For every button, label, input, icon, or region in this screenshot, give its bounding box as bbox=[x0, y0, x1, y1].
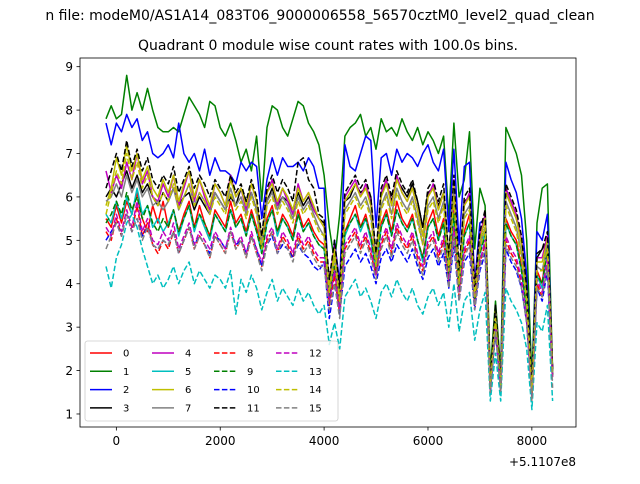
chart-title: Quadrant 0 module wise count rates with … bbox=[138, 38, 518, 54]
legend-frame bbox=[84, 340, 339, 422]
y-tick-label: 8 bbox=[65, 104, 73, 118]
series-line-15 bbox=[105, 213, 554, 402]
legend-label-3: 3 bbox=[123, 403, 129, 414]
series-line-14 bbox=[105, 152, 554, 394]
legend-label-14: 14 bbox=[309, 385, 322, 396]
legend-label-2: 2 bbox=[123, 385, 129, 396]
legend-label-10: 10 bbox=[247, 385, 260, 396]
x-tick-label: 8000 bbox=[517, 434, 548, 448]
legend-label-13: 13 bbox=[309, 367, 322, 378]
legend-label-12: 12 bbox=[309, 349, 322, 360]
x-tick-label: 0 bbox=[113, 434, 121, 448]
figure-suptitle: n file: modeM0/AS1A14_083T06_9000006558_… bbox=[45, 8, 594, 24]
legend-label-15: 15 bbox=[309, 403, 322, 414]
y-axis: 1 2 3 4 5 6 7 8 9 bbox=[65, 60, 80, 421]
y-tick-label: 1 bbox=[65, 407, 73, 421]
series-layer bbox=[105, 74, 554, 411]
legend-label-6: 6 bbox=[185, 385, 191, 396]
series-line-1 bbox=[105, 74, 554, 380]
legend-label-8: 8 bbox=[247, 349, 253, 360]
y-tick-label: 5 bbox=[65, 234, 73, 248]
x-axis: 0 2000 4000 6000 8000 bbox=[113, 427, 548, 448]
legend-label-1: 1 bbox=[123, 367, 129, 378]
legend-label-11: 11 bbox=[247, 403, 260, 414]
legend-label-4: 4 bbox=[185, 349, 191, 360]
legend-label-9: 9 bbox=[247, 367, 253, 378]
x-offset-label: +5.1107e8 bbox=[509, 455, 576, 469]
x-tick-label: 4000 bbox=[309, 434, 340, 448]
x-tick-label: 6000 bbox=[413, 434, 444, 448]
y-tick-label: 7 bbox=[65, 147, 73, 161]
legend-label-0: 0 bbox=[123, 349, 129, 360]
plot-frame bbox=[79, 57, 577, 428]
series-line-11 bbox=[105, 139, 554, 389]
y-tick-label: 6 bbox=[65, 190, 73, 204]
y-tick-label: 2 bbox=[65, 364, 73, 378]
legend-label-7: 7 bbox=[185, 403, 191, 414]
x-tick-label: 2000 bbox=[205, 434, 236, 448]
y-tick-label: 9 bbox=[65, 60, 73, 74]
y-tick-label: 3 bbox=[65, 321, 73, 335]
y-tick-label: 4 bbox=[65, 277, 73, 291]
legend-label-5: 5 bbox=[185, 367, 191, 378]
